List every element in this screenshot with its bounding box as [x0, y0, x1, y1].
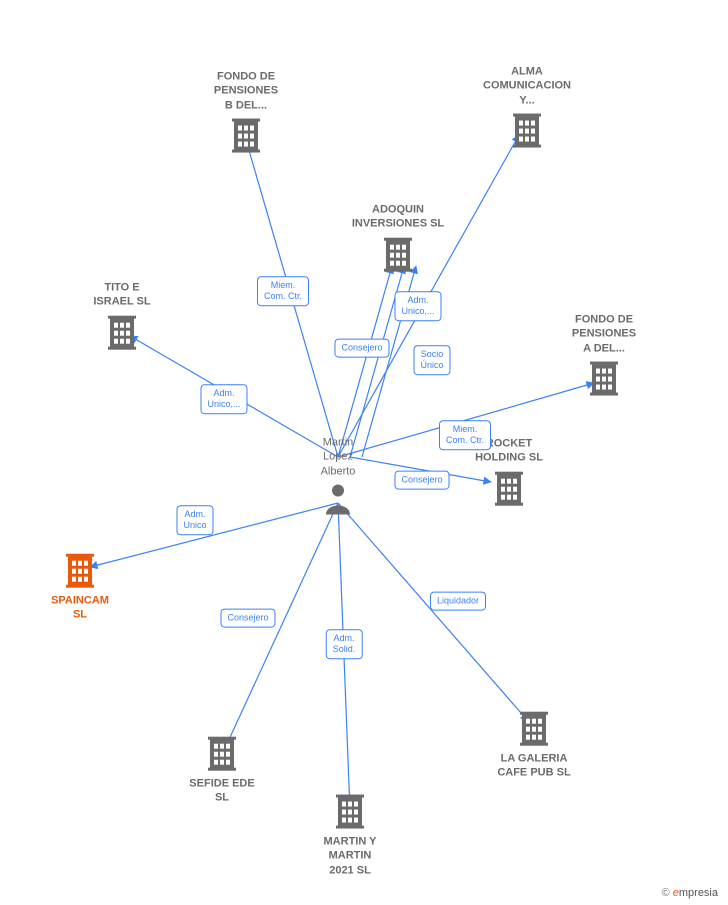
- edge-line: [338, 266, 392, 457]
- footer-credit: © empresia: [662, 887, 718, 899]
- center-person-label: Martin Lopez Alberto: [283, 436, 393, 479]
- person-icon: [324, 482, 352, 514]
- company-node[interactable]: SEFIDE EDE SL: [167, 735, 277, 806]
- edge-label: Miem. Com. Ctr.: [439, 420, 491, 450]
- building-icon: [206, 735, 238, 773]
- company-node[interactable]: ALMA COMUNICACION Y...: [472, 65, 582, 150]
- edge-label: Miem. Com. Ctr.: [257, 276, 309, 306]
- edge-label: Consejero: [394, 471, 449, 490]
- company-label: ADOQUIN INVERSIONES SL: [343, 203, 453, 232]
- building-icon: [588, 359, 620, 397]
- company-label: FONDO DE PENSIONES B DEL...: [191, 70, 301, 113]
- edge-label: Socio Único: [413, 345, 450, 375]
- company-node[interactable]: FONDO DE PENSIONES A DEL...: [549, 313, 659, 398]
- copyright-symbol: ©: [662, 887, 670, 899]
- company-label: FONDO DE PENSIONES A DEL...: [549, 313, 659, 356]
- company-label: ALMA COMUNICACION Y...: [472, 65, 582, 108]
- edge-label: Adm. Solid.: [326, 629, 363, 659]
- company-node[interactable]: ADOQUIN INVERSIONES SL: [343, 203, 453, 274]
- company-node[interactable]: TITO E ISRAEL SL: [67, 281, 177, 352]
- company-node[interactable]: SPAINCAM SL: [25, 552, 135, 623]
- edge-label: Consejero: [220, 609, 275, 628]
- company-label: MARTIN Y MARTIN 2021 SL: [295, 835, 405, 878]
- company-node[interactable]: FONDO DE PENSIONES B DEL...: [191, 70, 301, 155]
- building-icon: [64, 552, 96, 590]
- edge-label: Adm. Unico,...: [394, 291, 441, 321]
- company-label: LA GALERIA CAFE PUB SL: [479, 752, 589, 781]
- edge-label: Consejero: [334, 339, 389, 358]
- edge-label: Adm. Unico,...: [200, 384, 247, 414]
- building-icon: [334, 793, 366, 831]
- company-node[interactable]: MARTIN Y MARTIN 2021 SL: [295, 793, 405, 878]
- company-label: SPAINCAM SL: [25, 594, 135, 623]
- building-icon: [511, 111, 543, 149]
- edge-label: Liquidador: [430, 592, 486, 611]
- brand-name-rest: mpresia: [679, 887, 718, 899]
- edge-label: Adm. Unico: [176, 505, 213, 535]
- network-canvas: Martin Lopez Alberto FONDO DE PENSIONES …: [0, 0, 728, 905]
- edge-line: [338, 503, 528, 721]
- company-label: TITO E ISRAEL SL: [67, 281, 177, 310]
- company-node[interactable]: LA GALERIA CAFE PUB SL: [479, 710, 589, 781]
- building-icon: [518, 710, 550, 748]
- building-icon: [230, 116, 262, 154]
- company-label: SEFIDE EDE SL: [167, 777, 277, 806]
- center-person-node[interactable]: Martin Lopez Alberto: [283, 436, 393, 515]
- building-icon: [493, 469, 525, 507]
- building-icon: [106, 313, 138, 351]
- building-icon: [382, 235, 414, 273]
